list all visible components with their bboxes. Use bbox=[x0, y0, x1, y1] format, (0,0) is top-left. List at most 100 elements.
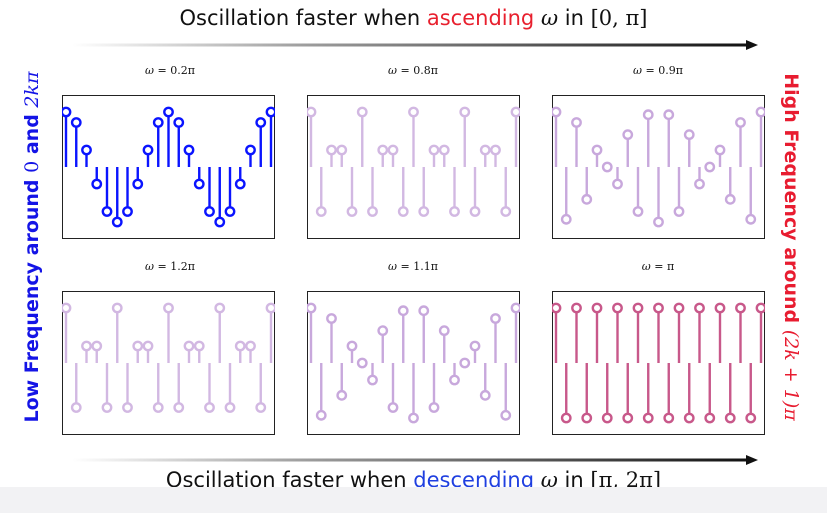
stem-marker bbox=[224, 402, 236, 413]
stem-marker bbox=[377, 144, 389, 156]
stem-plot-svg bbox=[552, 291, 765, 435]
panel-title-p2-value: = 0.8π bbox=[400, 64, 438, 77]
stem-marker bbox=[367, 374, 378, 386]
stem-marker bbox=[683, 412, 695, 424]
bottom-arrow bbox=[72, 455, 758, 465]
stem-marker bbox=[183, 340, 195, 352]
stem-marker bbox=[663, 412, 675, 424]
stem-marker bbox=[449, 374, 460, 386]
stem-marker bbox=[745, 213, 757, 225]
stem-marker bbox=[642, 109, 654, 121]
stem-marker bbox=[673, 302, 685, 314]
stem-marker bbox=[245, 144, 256, 156]
stem-marker bbox=[612, 178, 623, 190]
stem-marker bbox=[91, 178, 103, 190]
top-caption: Oscillation faster when ascending ω in [… bbox=[0, 6, 827, 30]
stem-plot-svg bbox=[62, 95, 275, 239]
panel-title-p3: ω = 0.9π bbox=[598, 64, 718, 77]
bottom-caption-interval: [π, 2π] bbox=[590, 468, 662, 487]
stem-marker bbox=[346, 206, 358, 217]
panel-title-p2: ω = 0.8π bbox=[353, 64, 473, 77]
stem-marker bbox=[234, 340, 246, 352]
stem-marker bbox=[163, 106, 174, 118]
stem-marker bbox=[255, 402, 267, 413]
stem-marker bbox=[62, 106, 72, 118]
panel-title-p3-value: = 0.9π bbox=[645, 64, 683, 77]
stem-marker bbox=[62, 302, 72, 314]
stem-marker bbox=[356, 357, 368, 369]
stem-marker bbox=[755, 106, 765, 118]
low-frequency-math-text: 2kπ bbox=[21, 71, 43, 108]
stem-marker bbox=[704, 412, 716, 424]
stem-marker bbox=[745, 412, 757, 424]
stem-marker bbox=[560, 213, 572, 225]
stem-marker bbox=[81, 340, 92, 352]
stem-marker bbox=[735, 302, 746, 314]
stem-marker bbox=[552, 106, 562, 118]
stem-marker bbox=[428, 144, 440, 156]
stem-marker bbox=[490, 313, 501, 324]
stem-marker bbox=[653, 216, 664, 228]
stem-marker bbox=[663, 109, 675, 121]
low-frequency-text: Low Frequency around bbox=[21, 172, 43, 423]
high-frequency-label: High Frequency around (2k + 1)π bbox=[780, 73, 802, 421]
panel-title-p6-value: = π bbox=[654, 260, 675, 273]
panel-title-p5: ω = 1.1π bbox=[353, 260, 473, 273]
stem-marker bbox=[591, 302, 603, 314]
top-caption-prefix: Oscillation faster when bbox=[179, 6, 427, 30]
high-frequency-math-text: (2k + 1)π bbox=[780, 329, 802, 421]
top-caption-in: in bbox=[558, 6, 591, 30]
top-caption-highlight: ascending bbox=[426, 6, 535, 30]
bottom-caption: Oscillation faster when descending ω in … bbox=[0, 466, 827, 487]
panel-title-p4-value: = 1.2π bbox=[157, 260, 195, 273]
stem-marker bbox=[245, 340, 256, 352]
stem-marker bbox=[683, 129, 695, 141]
bottom-band bbox=[0, 487, 827, 513]
stem-marker bbox=[490, 144, 501, 156]
stem-marker bbox=[632, 302, 644, 314]
stem-marker bbox=[438, 144, 450, 156]
stem-plot-p6 bbox=[552, 291, 765, 435]
stem-marker bbox=[459, 357, 471, 369]
stem-marker bbox=[346, 340, 358, 352]
top-caption-interval: [0, π] bbox=[590, 6, 648, 30]
stem-marker bbox=[326, 144, 337, 156]
low-frequency-label: Low Frequency around 0 and 2kπ bbox=[21, 71, 43, 422]
stem-marker bbox=[591, 144, 603, 156]
stem-marker bbox=[581, 193, 593, 205]
stem-marker bbox=[397, 206, 409, 217]
top-arrow bbox=[72, 40, 758, 50]
stem-marker bbox=[418, 206, 430, 217]
bottom-caption-math: ω in [π, 2π] bbox=[541, 468, 661, 487]
stem-marker bbox=[265, 106, 275, 118]
stem-marker bbox=[397, 305, 409, 317]
stem-marker bbox=[70, 117, 82, 128]
stem-marker bbox=[152, 402, 164, 413]
stem-marker bbox=[122, 402, 133, 413]
stem-marker bbox=[500, 206, 512, 217]
panel-title-p1: ω = 0.2π bbox=[110, 64, 230, 77]
stem-marker bbox=[214, 302, 226, 314]
stem-marker bbox=[234, 178, 246, 190]
stem-marker bbox=[581, 412, 593, 424]
stem-marker bbox=[500, 409, 512, 421]
stem-marker bbox=[622, 412, 634, 424]
panel-title-p3-symbol: ω bbox=[633, 64, 643, 77]
stem-marker bbox=[377, 325, 389, 337]
top-omega-symbol: ω bbox=[540, 6, 559, 30]
stem-marker bbox=[367, 206, 378, 217]
stem-marker bbox=[510, 302, 520, 314]
stem-plot-p4 bbox=[62, 291, 275, 435]
stem-marker bbox=[642, 412, 654, 424]
stem-marker bbox=[315, 409, 327, 421]
stem-marker bbox=[755, 302, 765, 314]
stem-marker bbox=[326, 313, 337, 324]
plot-frame bbox=[552, 291, 765, 435]
stem-marker bbox=[132, 178, 144, 190]
stem-marker bbox=[204, 402, 215, 413]
stem-marker bbox=[132, 340, 144, 352]
stem-marker bbox=[255, 117, 267, 128]
stem-marker bbox=[601, 161, 613, 173]
stem-marker bbox=[70, 402, 82, 413]
stem-plot-svg bbox=[552, 95, 765, 239]
